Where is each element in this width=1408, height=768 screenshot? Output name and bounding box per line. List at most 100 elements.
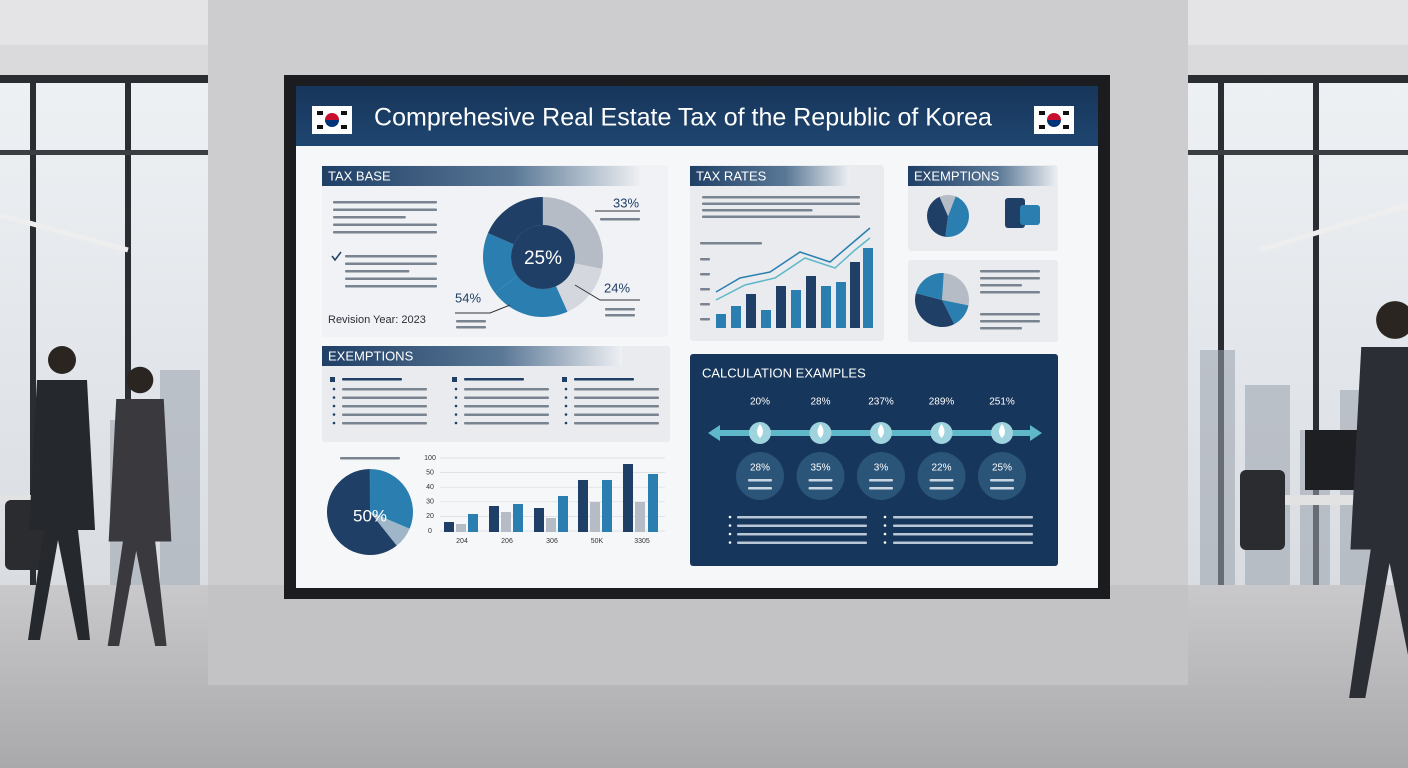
text-placeholder	[340, 457, 400, 460]
text-placeholder	[700, 242, 762, 245]
text-placeholder	[737, 541, 867, 544]
flag-trigram	[1063, 125, 1069, 129]
mullion	[30, 75, 36, 585]
axis-label: 100	[424, 455, 436, 462]
check-mark	[331, 251, 342, 262]
person-body	[1350, 347, 1408, 550]
text-placeholder	[737, 516, 867, 519]
revision-year: Revision Year: 2023	[328, 314, 426, 326]
text-placeholder	[980, 327, 1022, 330]
text-placeholder	[893, 516, 1033, 519]
panel-header	[322, 346, 622, 366]
text-placeholder	[700, 258, 710, 261]
mullion	[1218, 75, 1224, 585]
text-placeholder	[333, 208, 437, 211]
leader-line	[574, 284, 640, 301]
bullet	[564, 413, 568, 416]
bullet	[454, 421, 458, 425]
panel-heading: EXEMPTIONS	[328, 348, 414, 363]
text-placeholder	[342, 422, 427, 425]
bar	[602, 480, 612, 532]
panel-heading: TAX RATES	[696, 168, 767, 183]
step-label: 237%	[868, 397, 894, 408]
pie-slice	[915, 272, 944, 300]
bullet	[332, 404, 336, 408]
step-label: 28%	[810, 397, 830, 408]
trend-line	[715, 227, 871, 293]
text-placeholder	[869, 487, 893, 490]
bullet	[454, 413, 458, 416]
mullion	[1188, 150, 1408, 155]
bullet	[332, 396, 336, 399]
text-placeholder	[464, 413, 549, 416]
text-placeholder	[748, 479, 772, 482]
bullet	[330, 377, 335, 382]
bar	[456, 524, 466, 532]
panel-heading: CALCULATION EXAMPLES	[702, 365, 866, 380]
result-bubble	[736, 452, 784, 500]
axis-label: 206	[501, 538, 513, 545]
bar	[761, 310, 771, 328]
flow-arrow	[708, 425, 720, 441]
pie-slice	[494, 276, 568, 317]
pie-slice	[945, 196, 970, 237]
bar	[534, 508, 544, 532]
person-legs	[28, 530, 90, 640]
result-bubble	[857, 452, 905, 500]
text-placeholder	[702, 202, 860, 205]
text-placeholder	[345, 285, 437, 288]
text-placeholder	[748, 487, 772, 490]
flag-trigram	[1039, 125, 1045, 129]
light-bar	[1259, 202, 1408, 253]
text-placeholder	[456, 320, 486, 323]
bar	[648, 474, 658, 532]
text-placeholder	[700, 273, 710, 276]
result-bubble	[796, 452, 845, 500]
bar	[489, 506, 499, 532]
pie-slice	[942, 300, 969, 325]
flag-trigram	[317, 125, 323, 129]
text-placeholder	[980, 313, 1040, 316]
text-placeholder	[574, 405, 659, 408]
text-placeholder	[893, 533, 1033, 536]
axis-label: 20	[426, 513, 434, 520]
bullet	[728, 532, 732, 536]
text-placeholder	[464, 388, 549, 391]
bar	[578, 480, 588, 532]
light-bar	[0, 212, 129, 253]
text-placeholder	[333, 201, 437, 204]
drop-icon	[878, 424, 884, 438]
bar	[863, 248, 873, 328]
person-head	[126, 366, 154, 394]
text-placeholder	[574, 396, 659, 399]
person-legs	[107, 541, 167, 646]
text-placeholder	[464, 405, 549, 408]
bullet	[728, 524, 732, 527]
bar	[746, 294, 756, 328]
text-placeholder	[342, 413, 427, 416]
flag-trigram	[1039, 111, 1045, 115]
result-label: 22%	[931, 463, 951, 474]
pie-label: 50%	[353, 506, 387, 525]
result-label: 28%	[750, 463, 770, 474]
bullet	[564, 396, 568, 399]
person-legs	[1349, 549, 1408, 698]
bullet	[883, 541, 887, 544]
axis-label: 30	[426, 499, 434, 506]
bullet	[564, 387, 568, 391]
bar	[590, 502, 600, 532]
axis-label: 0	[428, 528, 432, 535]
pie-slice	[370, 469, 414, 529]
text-placeholder	[342, 396, 427, 399]
text-placeholder	[345, 262, 437, 265]
pie-slice	[325, 120, 339, 127]
bar	[836, 282, 846, 328]
result-bubble	[978, 452, 1026, 500]
flag-trigram	[317, 111, 323, 115]
panel-heading: EXEMPTIONS	[914, 168, 1000, 183]
result-label: 3%	[874, 463, 889, 474]
bar	[513, 504, 523, 532]
icon	[1020, 205, 1040, 225]
step-label: 251%	[989, 397, 1015, 408]
